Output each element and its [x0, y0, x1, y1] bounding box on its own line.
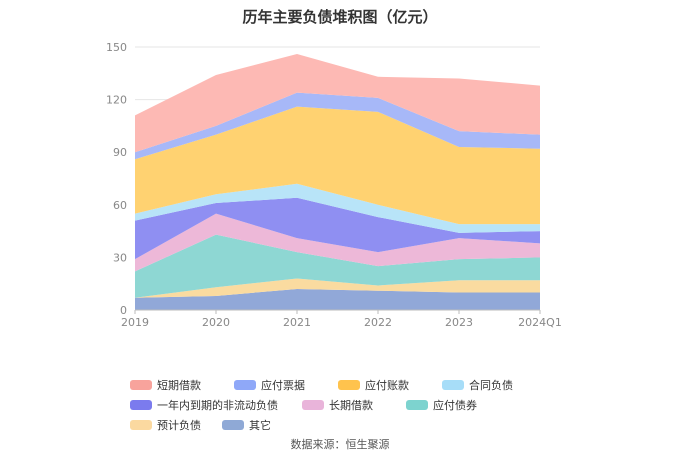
x-tick-label: 2020 [202, 316, 230, 329]
x-tick-label: 2019 [121, 316, 149, 329]
y-tick-label: 0 [120, 304, 127, 317]
legend-swatch [130, 380, 152, 390]
legend-label: 预计负债 [157, 419, 201, 432]
legend-item[interactable]: 短期借款 [130, 378, 222, 392]
legend-label: 短期借款 [157, 379, 201, 392]
y-tick-label: 150 [106, 41, 127, 54]
x-tick-label: 2021 [283, 316, 311, 329]
area-series-0 [135, 288, 540, 310]
legend-item[interactable]: 应付账款 [338, 378, 430, 392]
legend-swatch [222, 420, 244, 430]
y-tick-label: 120 [106, 94, 127, 107]
legend-label: 一年内到期的非流动负债 [157, 399, 278, 412]
y-tick-label: 90 [113, 146, 127, 159]
area-series-3 [135, 213, 540, 272]
chart-legend: 短期借款 应付票据 应付账款 合同负债一年内到期的非流动负债 长期借款 应付债券预计负债 其… [130, 378, 570, 432]
x-tick-label: 2022 [364, 316, 392, 329]
legend-swatch [338, 380, 360, 390]
legend-item[interactable]: 其它 [222, 418, 302, 432]
x-tick-label: 2023 [445, 316, 473, 329]
y-tick-label: 30 [113, 251, 127, 264]
area-series-1 [135, 278, 540, 298]
legend-label: 合同负债 [469, 379, 513, 392]
legend-item[interactable]: 合同负债 [442, 378, 522, 392]
legend-swatch [130, 420, 152, 430]
legend-item[interactable]: 一年内到期的非流动负债 [130, 398, 290, 412]
legend-item[interactable]: 长期借款 [302, 398, 394, 412]
area-series-4 [135, 197, 540, 260]
legend-label: 应付账款 [365, 379, 409, 392]
legend-item[interactable]: 预计负债 [130, 418, 210, 432]
area-series-8 [135, 54, 540, 153]
legend-label: 其它 [249, 419, 271, 432]
legend-label: 应付债券 [433, 399, 477, 412]
legend-item[interactable]: 应付票据 [234, 378, 326, 392]
legend-swatch [130, 400, 152, 410]
legend-swatch [442, 380, 464, 390]
y-tick-label: 60 [113, 199, 127, 212]
legend-label: 应付票据 [261, 379, 305, 392]
area-series-6 [135, 106, 540, 225]
data-source: 数据来源：恒生聚源 [290, 438, 390, 451]
area-series-2 [135, 234, 540, 298]
legend-swatch [406, 400, 428, 410]
legend-item[interactable]: 应付债券 [406, 398, 498, 412]
legend-swatch [302, 400, 324, 410]
legend-swatch [234, 380, 256, 390]
area-series-5 [135, 183, 540, 233]
x-tick-label: 2024Q1 [518, 316, 562, 329]
chart-title: 历年主要负债堆积图（亿元） [242, 8, 438, 26]
legend-label: 长期借款 [329, 399, 373, 412]
stacked-area-chart: 0 30 60 90 120 150 2019 2020 2021 2022 2023 2024Q1 [106, 41, 562, 329]
